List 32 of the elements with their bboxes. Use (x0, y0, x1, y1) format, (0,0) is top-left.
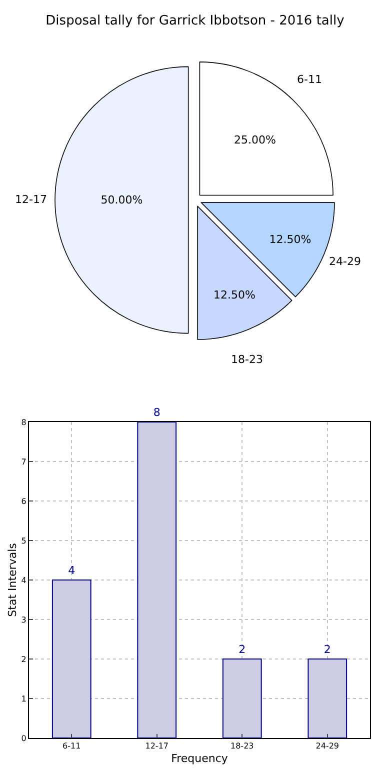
x-tick-label: 24-29 (316, 742, 340, 751)
slice-label: 12-17 (15, 193, 47, 206)
y-tick-label: 1 (21, 694, 26, 704)
y-tick-label: 6 (21, 496, 26, 506)
chart-title: Disposal tally for Garrick Ibbotson - 2016 tally (46, 13, 345, 28)
y-tick-label: 4 (21, 576, 26, 585)
slice-label: 6-11 (297, 73, 322, 86)
y-tick-label: 7 (21, 457, 26, 466)
x-axis-title: Frequency (171, 752, 228, 765)
data-label: 25.00% (234, 134, 276, 147)
data-label: 50.00% (100, 194, 143, 206)
data-label: 2 (238, 643, 246, 656)
data-label: 12.50% (269, 232, 312, 246)
y-tick-label: 2 (21, 654, 26, 664)
y-axis-title: Stat Intervals (6, 542, 19, 617)
data-label: 8 (153, 406, 160, 419)
bar (308, 658, 348, 738)
y-tick-label: 0 (21, 734, 26, 743)
data-label: 12.50% (213, 288, 256, 302)
bar (137, 422, 177, 738)
y-tick-label: 5 (21, 536, 26, 546)
x-tick-label: 18-23 (230, 742, 254, 751)
y-tick-label: 3 (21, 615, 26, 624)
bar (222, 658, 262, 738)
data-label: 2 (324, 643, 331, 656)
slice-label: 24-29 (329, 255, 361, 268)
slice-label: 18-23 (231, 353, 263, 366)
bar (52, 580, 92, 738)
x-tick-label: 6-11 (62, 742, 81, 751)
data-label: 4 (68, 564, 76, 577)
y-tick-label: 8 (21, 418, 26, 427)
x-tick-label: 12-17 (145, 742, 169, 751)
